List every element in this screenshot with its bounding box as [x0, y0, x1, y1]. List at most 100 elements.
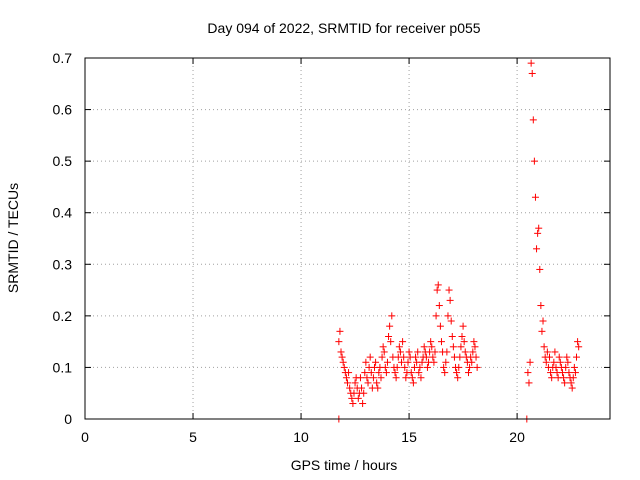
data-point: [459, 322, 467, 330]
ticks-layer: 0 5 10 15 20 0 0.1 0.2 0.3 0.4 0.5 0.6 0.7: [53, 50, 610, 445]
data-point: [395, 343, 403, 351]
data-point: [430, 358, 438, 366]
data-point: [524, 369, 532, 377]
data-point: [573, 353, 581, 361]
data-point: [437, 338, 445, 346]
data-point: [385, 332, 393, 340]
data-points-layer: [335, 59, 583, 423]
data-point: [529, 116, 537, 124]
data-point: [342, 374, 350, 382]
data-point: [535, 224, 543, 232]
y-tick-label: 0: [64, 411, 72, 427]
data-point: [550, 358, 558, 366]
data-point: [469, 348, 477, 356]
data-point: [568, 384, 576, 392]
data-point: [377, 374, 385, 382]
data-point: [457, 343, 465, 351]
data-point: [405, 348, 413, 356]
y-tick-label: 0.6: [53, 102, 73, 118]
data-point: [382, 369, 390, 377]
data-point: [562, 363, 570, 371]
data-point: [539, 317, 547, 325]
data-point: [400, 353, 408, 361]
x-tick-label: 0: [81, 429, 89, 445]
data-point: [461, 348, 469, 356]
data-point: [427, 338, 435, 346]
data-point: [525, 379, 533, 387]
data-point: [375, 369, 383, 377]
data-point: [454, 374, 462, 382]
data-point: [348, 394, 356, 402]
plot-frame: [84, 57, 611, 420]
y-tick-label: 0.4: [53, 205, 73, 221]
data-point: [464, 369, 472, 377]
data-point: [564, 358, 572, 366]
data-point: [349, 400, 357, 408]
data-point: [547, 369, 555, 377]
data-point: [432, 312, 440, 320]
data-point: [570, 363, 578, 371]
data-point: [473, 363, 481, 371]
data-point: [546, 353, 554, 361]
data-point: [391, 369, 399, 377]
y-axis-label: SRMTID / TECUs: [5, 183, 21, 293]
data-point: [558, 369, 566, 377]
data-point: [548, 374, 556, 382]
data-point: [401, 363, 409, 371]
data-point: [372, 358, 380, 366]
data-point: [436, 322, 444, 330]
data-point: [428, 343, 436, 351]
data-point: [404, 358, 412, 366]
data-point: [345, 369, 353, 377]
data-point: [399, 338, 407, 346]
data-point: [446, 296, 454, 304]
data-point: [361, 369, 369, 377]
data-point: [392, 374, 400, 382]
data-point: [423, 363, 431, 371]
data-point: [537, 302, 545, 310]
data-point: [443, 348, 451, 356]
data-point: [442, 358, 450, 366]
y-tick-label: 0.1: [53, 359, 73, 375]
data-point: [440, 363, 448, 371]
data-point: [434, 281, 442, 289]
data-point: [381, 363, 389, 371]
data-point: [339, 358, 347, 366]
data-point: [433, 286, 441, 294]
data-point: [373, 379, 381, 387]
data-point: [460, 338, 468, 346]
data-point: [417, 374, 425, 382]
data-point: [445, 286, 453, 294]
data-point: [336, 327, 344, 335]
data-point: [556, 358, 564, 366]
data-point: [407, 369, 415, 377]
data-point: [429, 353, 437, 361]
data-point: [444, 312, 452, 320]
data-point: [431, 348, 439, 356]
data-point: [386, 322, 394, 330]
data-point: [543, 348, 551, 356]
data-point: [366, 353, 374, 361]
data-point: [531, 193, 539, 201]
data-point: [447, 317, 455, 325]
chart-title: Day 094 of 2022, SRMTID for receiver p05…: [207, 20, 480, 36]
data-point: [335, 338, 343, 346]
data-point: [396, 348, 404, 356]
data-point: [472, 353, 480, 361]
data-point: [408, 374, 416, 382]
data-point: [380, 348, 388, 356]
data-point: [542, 358, 550, 366]
data-point: [435, 302, 443, 310]
data-point: [453, 369, 461, 377]
x-tick-label: 5: [189, 429, 197, 445]
data-point: [422, 353, 430, 361]
data-point: [402, 374, 410, 382]
data-point: [383, 358, 391, 366]
data-point: [346, 384, 354, 392]
data-point: [458, 332, 466, 340]
data-point: [560, 374, 568, 382]
data-point: [359, 400, 367, 408]
data-point: [340, 363, 348, 371]
data-point: [448, 332, 456, 340]
